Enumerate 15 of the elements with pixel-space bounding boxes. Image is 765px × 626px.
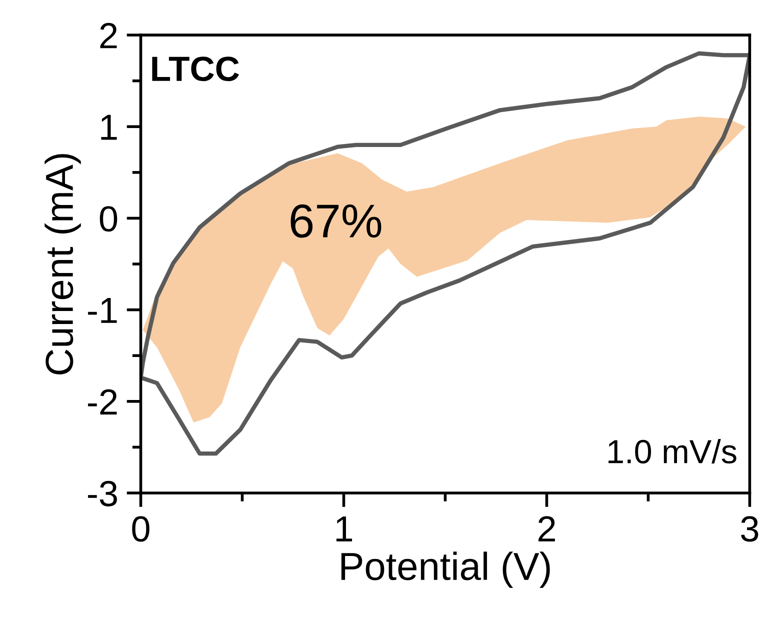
annotation: 1.0 mV/s [608, 439, 736, 464]
y-tick-label: 1 [101, 114, 117, 140]
x-tick-label: 1 [336, 516, 352, 542]
y-tick-label: -2 [88, 389, 117, 414]
y-tick-label: 2 [100, 22, 117, 48]
annotation: LTCC [152, 56, 239, 82]
y-axis-title: Current (mA) [44, 154, 81, 374]
x-tick-label: 0 [132, 516, 150, 542]
x-axis-title: Potential (V) [341, 552, 550, 588]
x-tick-label: 3 [741, 516, 758, 542]
annotation: 67% [290, 204, 382, 238]
y-tick-label: -3 [88, 480, 117, 506]
x-tick-label: 2 [538, 516, 555, 542]
y-tick-label: -1 [88, 298, 117, 323]
y-tick-label: 0 [100, 206, 118, 232]
